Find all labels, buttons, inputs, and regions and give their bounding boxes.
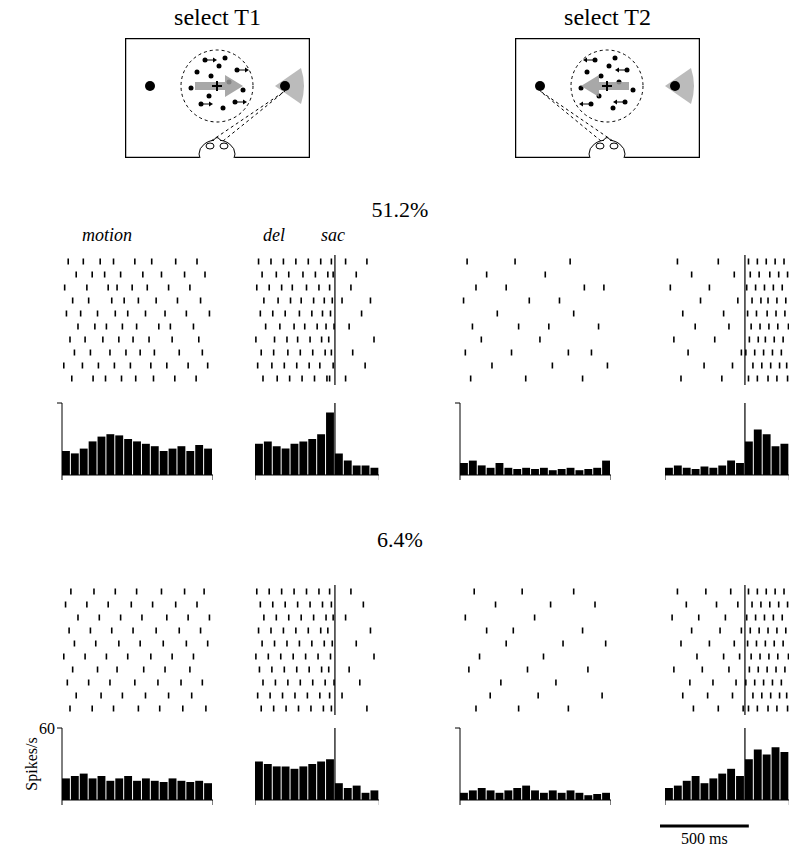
html-text:sac: sac xyxy=(320,225,345,245)
html-text:select T1: select T1 xyxy=(174,4,261,30)
html-text:6.4%: 6.4% xyxy=(377,527,423,552)
svg-text:60: 60 xyxy=(39,720,55,737)
html-text:motion: motion xyxy=(82,225,132,245)
svg-text:Spikes/s: Spikes/s xyxy=(23,737,41,790)
html-text:51.2%: 51.2% xyxy=(371,197,429,222)
html-text:del: del xyxy=(263,225,285,245)
html-text:select T2: select T2 xyxy=(564,4,651,30)
html-text:500 ms: 500 ms xyxy=(681,830,728,847)
